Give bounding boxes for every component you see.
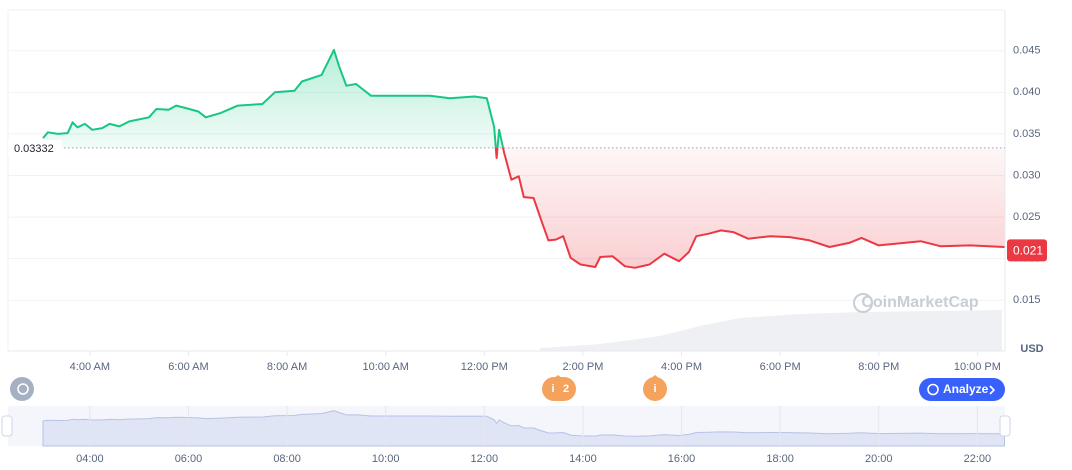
navigator-tick-label: 18:00 (766, 453, 794, 465)
y-tick-label: 0.035 (1013, 128, 1041, 140)
x-tick-label: 4:00 PM (661, 361, 702, 373)
watermark-logo (853, 293, 873, 313)
analyze-button[interactable]: Analyze (919, 378, 1005, 401)
current-price-tag (1007, 239, 1047, 262)
navigator-tick-label: 20:00 (865, 453, 893, 465)
volume-area (540, 310, 1002, 351)
navigator (42, 406, 1006, 447)
event-marker[interactable]: i (643, 375, 667, 401)
marker-count: 2 (563, 383, 569, 395)
plot (8, 48, 1005, 269)
navigator-tick-label: 04:00 (76, 453, 104, 465)
marker-icon: i (551, 383, 554, 395)
marker-bubble[interactable] (542, 377, 576, 401)
navigator-tick-label: 14:00 (569, 453, 597, 465)
y-tick-label: 0.025 (1013, 211, 1041, 223)
x-tick-label: 4:00 AM (70, 361, 110, 373)
marker-bubble[interactable] (643, 377, 667, 401)
price-area (43, 49, 1005, 268)
navigator-tick-label: 22:00 (964, 453, 992, 465)
x-tick-label: 12:00 PM (461, 361, 508, 373)
y-tick-label: 0.040 (1013, 86, 1041, 98)
y-tick-label: 0.015 (1013, 294, 1041, 306)
navigator-handle-right[interactable] (999, 415, 1011, 437)
analyze-icon (927, 383, 939, 396)
navigator-tick-label: 08:00 (273, 453, 301, 465)
x-tick-label: 8:00 PM (858, 361, 899, 373)
current-price-label: 0.021 (1013, 244, 1043, 258)
x-tick-label: 10:00 AM (362, 361, 408, 373)
navigator-area (42, 410, 1006, 447)
y-tick-label: 0.030 (1013, 169, 1041, 181)
x-tick-label: 10:00 PM (954, 361, 1001, 373)
price-line (42, 48, 1005, 269)
x-tick-label: 6:00 PM (760, 361, 801, 373)
navigator-handle-left[interactable] (1, 415, 13, 437)
baseline-label: 0.03332 (14, 143, 54, 155)
watermark: CoinMarketCap (861, 294, 979, 311)
event-marker[interactable]: i 2 (542, 375, 576, 401)
marker-icon: i (653, 383, 656, 395)
x-tick-label: 6:00 AM (168, 361, 208, 373)
y-unit: USD (1020, 343, 1043, 355)
baseline-label-bg (8, 139, 62, 156)
x-tick-label: 2:00 PM (562, 361, 603, 373)
analyze-bg[interactable] (919, 378, 1005, 401)
navigator-tick-label: 06:00 (175, 453, 203, 465)
navigator-tick-label: 12:00 (471, 453, 499, 465)
analyze-chevron (989, 385, 996, 395)
history-button[interactable] (10, 377, 34, 401)
y-tick-label: 0.045 (1013, 45, 1041, 57)
grid (8, 50, 1005, 356)
analyze-label: Analyze (943, 382, 989, 396)
history-glyph (17, 383, 29, 395)
navigator-tick-label: 10:00 (372, 453, 400, 465)
x-tick-label: 8:00 AM (267, 361, 307, 373)
history-icon[interactable] (10, 377, 34, 401)
navigator-tick-label: 16:00 (668, 453, 696, 465)
